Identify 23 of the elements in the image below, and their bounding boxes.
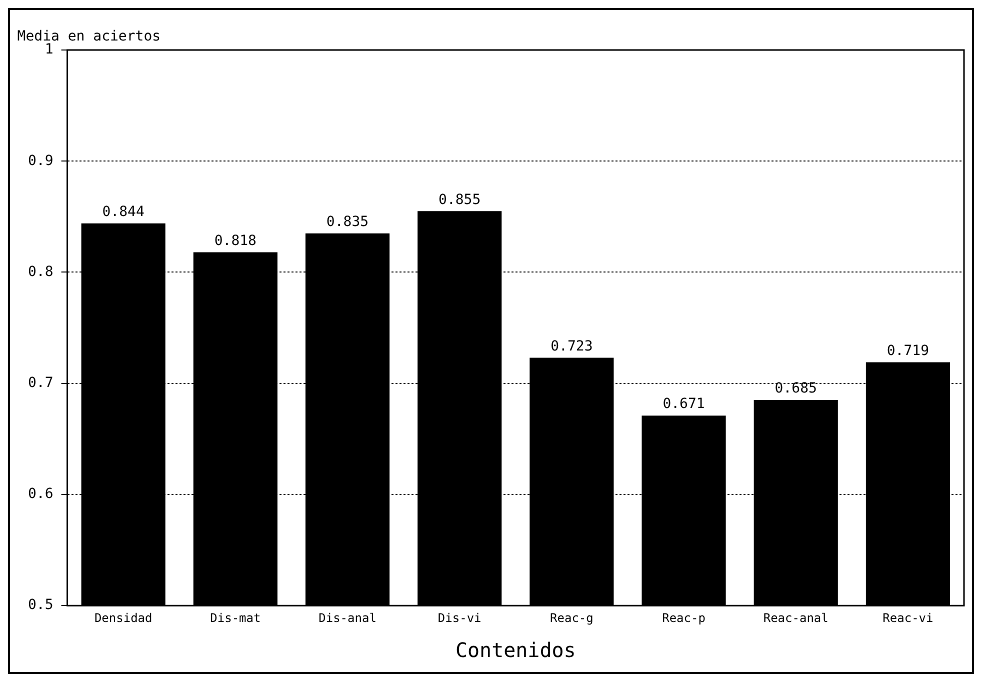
y-tick-label: 1 — [44, 42, 54, 58]
x-axis-title: Contenidos — [455, 638, 576, 662]
x-tick-label: Dis-vi — [438, 610, 482, 625]
data-label: 0.818 — [214, 232, 256, 249]
data-label: 0.723 — [550, 338, 593, 354]
y-tick-label: 0.8 — [28, 264, 54, 280]
data-label: 0.835 — [326, 214, 369, 230]
data-label: 0.844 — [102, 204, 144, 220]
data-label: 0.855 — [438, 192, 481, 208]
y-tick-label: 0.9 — [28, 152, 54, 169]
data-label: 0.671 — [662, 396, 705, 412]
x-tick-label: Dis-anal — [318, 610, 376, 625]
data-label: 0.685 — [774, 380, 817, 397]
y-tick-label: 0.5 — [28, 597, 54, 614]
x-tick-label: Densidad — [94, 610, 152, 625]
x-tick-label: Reac-vi — [882, 610, 934, 625]
x-tick-label: Dis-mat — [210, 610, 261, 625]
x-tick-label: Reac-g — [550, 610, 594, 625]
y-tick-label: 0.6 — [28, 486, 54, 502]
x-tick-label: Reac-p — [662, 610, 706, 625]
y-tick-label: 0.7 — [28, 375, 54, 391]
x-tick-label: Reac-anal — [763, 610, 828, 625]
data-label: 0.719 — [886, 342, 930, 359]
